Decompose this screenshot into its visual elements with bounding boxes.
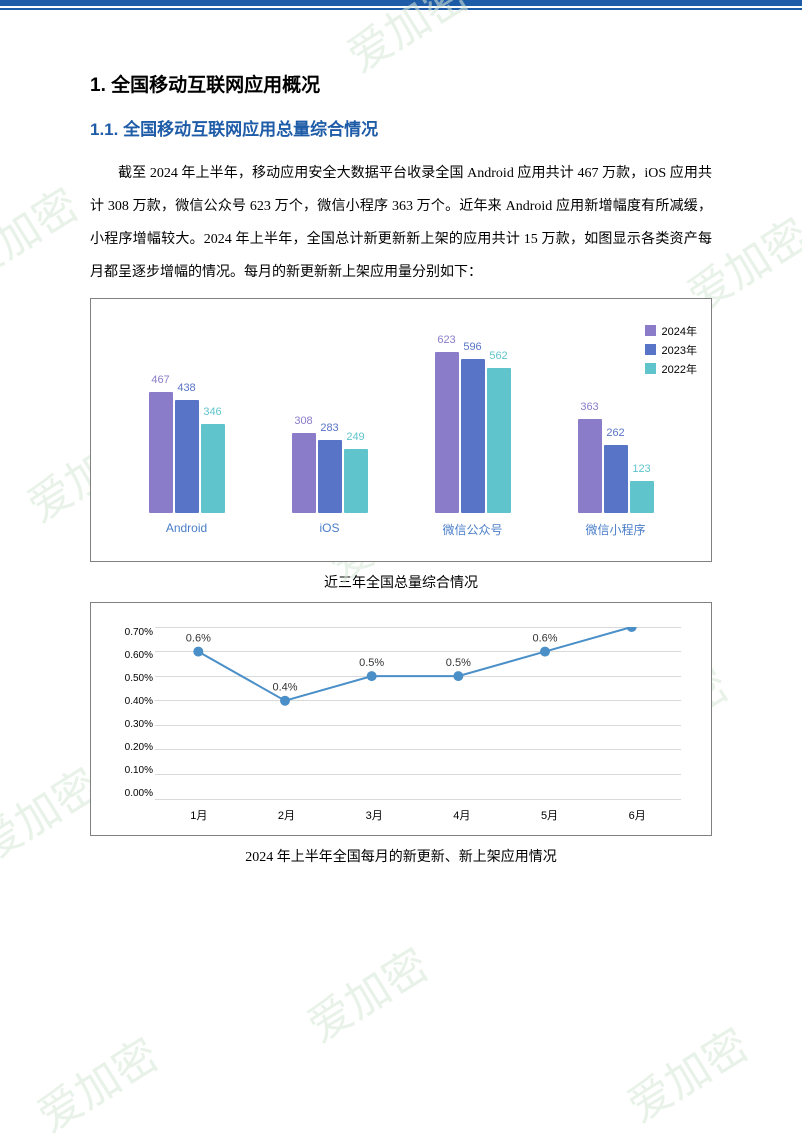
watermark-text: 爱加密 [23, 1020, 169, 1144]
y-tick-label: 0.10% [109, 765, 153, 776]
bar-value-label: 249 [346, 431, 364, 443]
grid-line [155, 799, 681, 800]
line-chart-svg: 0.6%0.4%0.5%0.5%0.6%0.7% [155, 627, 675, 799]
bar: 467 [149, 392, 173, 512]
bar: 308 [292, 433, 316, 512]
bar-chart-x-axis: Android iOS 微信公众号 微信小程序 [105, 513, 697, 538]
line-chart-y-axis: 0.70% 0.60% 0.50% 0.40% 0.30% 0.20% 0.10% 0.00% [109, 627, 153, 799]
line-chart-x-axis: 1月2月3月4月5月6月 [155, 807, 681, 823]
y-tick-label: 0.40% [109, 696, 153, 707]
bar-category-label: 微信公众号 [433, 521, 513, 538]
line-chart-caption: 2024 年上半年全国每月的新更新、新上架应用情况 [90, 846, 712, 866]
bar-value-label: 623 [437, 334, 455, 346]
data-point [627, 627, 637, 632]
bar: 363 [578, 419, 602, 512]
bar: 562 [487, 368, 511, 513]
bar-value-label: 262 [606, 427, 624, 439]
bar-category-label: Android [147, 521, 227, 538]
bar-chart-container: 2024年2023年2022年 467438346308283249623596… [90, 298, 712, 562]
bar-group: 363262123 [578, 419, 654, 512]
data-point [540, 646, 550, 656]
heading-1: 1. 全国移动互联网应用概况 [90, 70, 712, 97]
watermark-text: 爱加密 [613, 1010, 759, 1134]
line-chart-container: 0.70% 0.60% 0.50% 0.40% 0.30% 0.20% 0.10% 0.00%… [90, 602, 712, 836]
bar-value-label: 596 [463, 341, 481, 353]
bar-group: 308283249 [292, 433, 368, 512]
point-label: 0.5% [446, 657, 471, 669]
point-label: 0.6% [186, 632, 211, 644]
bar-chart-area: 467438346308283249623596562363262123 [105, 313, 697, 513]
x-tick-label: 1月 [155, 807, 243, 823]
bar-group: 467438346 [149, 392, 225, 512]
bar: 346 [201, 424, 225, 513]
y-tick-label: 0.30% [109, 719, 153, 730]
x-tick-label: 3月 [330, 807, 418, 823]
data-point [193, 646, 203, 656]
y-tick-label: 0.60% [109, 650, 153, 661]
bar-chart: 467438346308283249623596562363262123 And… [105, 313, 697, 553]
y-tick-label: 0.50% [109, 673, 153, 684]
bar-value-label: 438 [177, 382, 195, 394]
watermark-text: 爱加密 [293, 930, 439, 1054]
bar: 123 [630, 481, 654, 513]
y-tick-label: 0.20% [109, 742, 153, 753]
data-point [367, 671, 377, 681]
bar: 283 [318, 440, 342, 513]
x-tick-label: 6月 [593, 807, 681, 823]
bar-value-label: 308 [294, 415, 312, 427]
bar-value-label: 467 [151, 374, 169, 386]
bar: 262 [604, 445, 628, 512]
x-tick-label: 2月 [243, 807, 331, 823]
bar-value-label: 562 [489, 350, 507, 362]
x-tick-label: 5月 [506, 807, 594, 823]
point-label: 0.5% [359, 657, 384, 669]
data-point [453, 671, 463, 681]
bar-value-label: 363 [580, 401, 598, 413]
line-chart-plot: 0.6%0.4%0.5%0.5%0.6%0.7% [155, 627, 681, 799]
line-chart: 0.70% 0.60% 0.50% 0.40% 0.30% 0.20% 0.10% 0.00%… [105, 617, 697, 827]
x-tick-label: 4月 [418, 807, 506, 823]
body-paragraph: 截至 2024 年上半年，移动应用安全大数据平台收录全国 Android 应用共… [90, 158, 712, 290]
heading-2: 1.1. 全国移动互联网应用总量综合情况 [90, 115, 712, 140]
y-tick-label: 0.70% [109, 627, 153, 638]
bar-value-label: 123 [632, 463, 650, 475]
page-content: 1. 全国移动互联网应用概况 1.1. 全国移动互联网应用总量综合情况 截至 2… [0, 10, 802, 916]
bar: 438 [175, 400, 199, 513]
top-bar-thick [0, 0, 802, 6]
bar: 249 [344, 449, 368, 513]
bar-chart-caption: 近三年全国总量综合情况 [90, 572, 712, 592]
bar-category-label: 微信小程序 [576, 521, 656, 538]
bar-group: 623596562 [435, 352, 511, 512]
data-point [280, 695, 290, 705]
point-label: 0.4% [272, 681, 297, 693]
bar-category-label: iOS [290, 521, 370, 538]
bar: 596 [461, 359, 485, 512]
point-label: 0.6% [532, 632, 557, 644]
y-tick-label: 0.00% [109, 788, 153, 799]
bar: 623 [435, 352, 459, 512]
bar-value-label: 346 [203, 406, 221, 418]
bar-value-label: 283 [320, 422, 338, 434]
